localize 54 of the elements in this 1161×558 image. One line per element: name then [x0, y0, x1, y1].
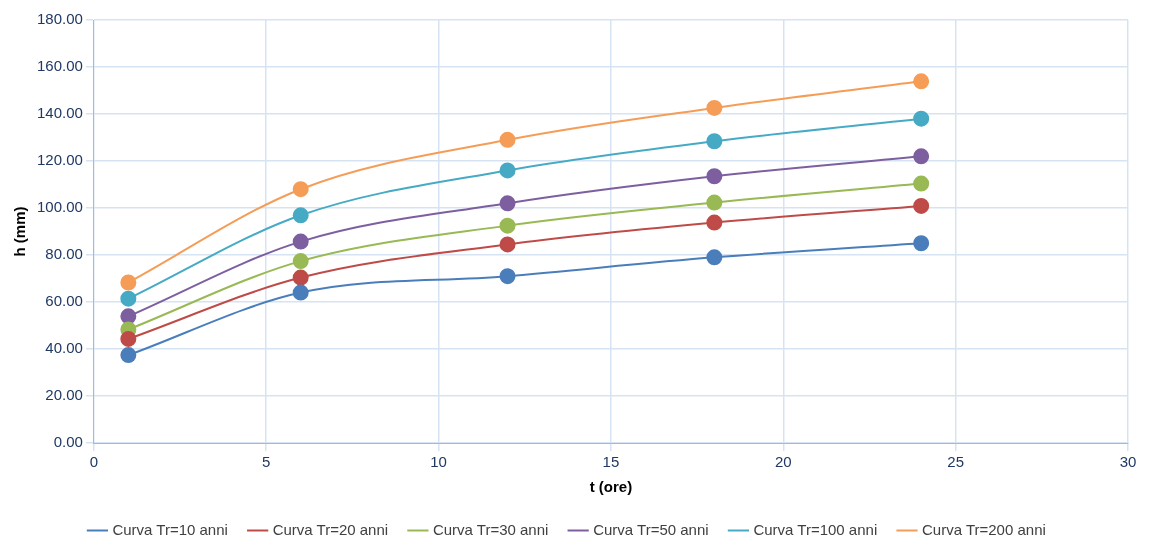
x-tick-label: 25: [947, 453, 964, 471]
point: [913, 110, 930, 127]
legend-label: Curva Tr=10 anni: [112, 520, 228, 538]
y-tick-label: 120.00: [36, 151, 83, 169]
point: [913, 235, 930, 252]
legend-label: Curva Tr=20 anni: [272, 520, 389, 538]
point: [706, 214, 723, 231]
point: [499, 236, 516, 253]
point: [120, 290, 137, 307]
point: [292, 233, 309, 250]
point: [706, 194, 723, 211]
y-tick-label: 0.00: [53, 433, 83, 451]
point: [499, 195, 516, 212]
x-tick-label: 5: [262, 453, 271, 471]
point: [292, 269, 309, 286]
point: [292, 207, 309, 224]
y-tick-label: 60.00: [45, 292, 83, 310]
legend-label: Curva Tr=50 anni: [593, 520, 709, 538]
x-tick-label: 15: [602, 453, 620, 471]
point: [706, 168, 723, 185]
point: [706, 249, 723, 266]
point: [120, 308, 137, 325]
legend-label: Curva Tr=100 anni: [753, 520, 878, 538]
point: [292, 284, 309, 301]
legend-label: Curva Tr=30 anni: [432, 520, 549, 538]
point: [499, 268, 516, 285]
y-tick-label: 160.00: [36, 57, 83, 75]
point: [706, 99, 723, 116]
point: [120, 347, 137, 364]
point: [120, 274, 137, 291]
point: [499, 217, 516, 234]
point: [499, 131, 516, 148]
y-tick-label: 140.00: [36, 104, 83, 122]
point: [913, 73, 930, 90]
y-axis-title: h (mm): [11, 206, 29, 257]
y-tick-label: 80.00: [45, 245, 83, 263]
point: [706, 133, 723, 150]
point: [913, 197, 930, 214]
y-tick-label: 20.00: [45, 386, 83, 404]
x-tick-label: 0: [89, 453, 99, 471]
y-tick-label: 40.00: [45, 339, 83, 357]
point: [292, 181, 309, 198]
x-tick-label: 20: [774, 453, 792, 471]
point: [120, 330, 137, 347]
y-tick-label: 100.00: [36, 198, 83, 216]
point: [913, 175, 930, 192]
x-tick-label: 10: [430, 453, 447, 471]
x-axis-title: t (ore): [589, 478, 633, 496]
point: [499, 162, 516, 179]
legend-label: Curva Tr=200 anni: [922, 520, 1046, 538]
y-tick-label: 180.00: [36, 10, 83, 28]
point: [913, 148, 930, 165]
x-tick-label: 30: [1119, 453, 1137, 471]
point: [292, 253, 309, 270]
